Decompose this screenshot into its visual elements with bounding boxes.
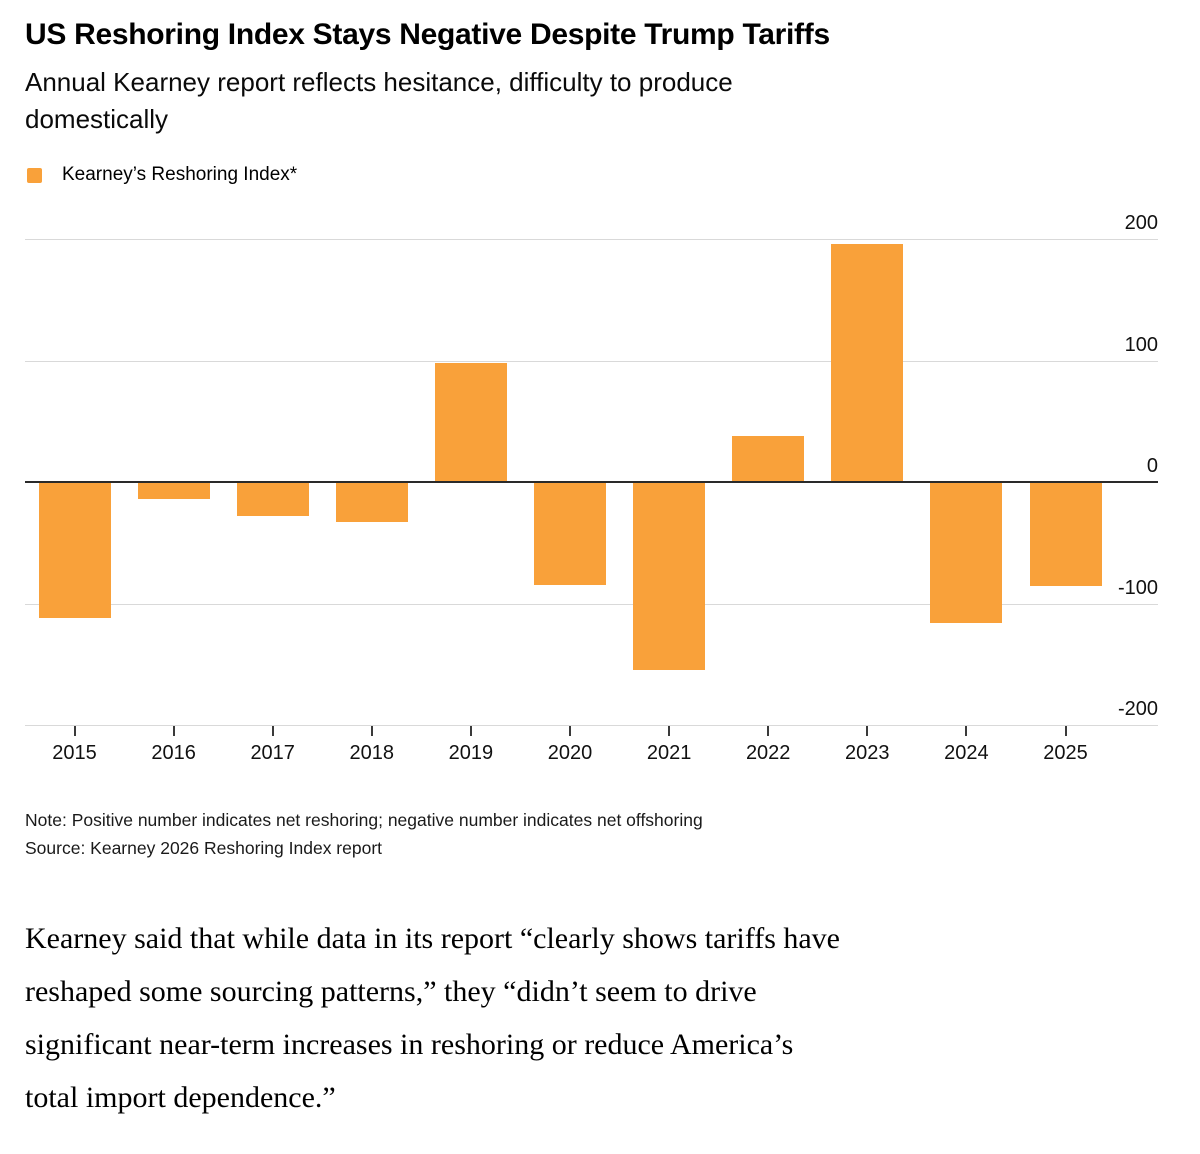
x-axis-tick-2022 [767,726,770,736]
chart-legend: Kearney’s Reshoring Index* [27,164,1175,186]
x-axis-label-2015: 2015 [52,742,97,764]
x-axis-label-2019: 2019 [448,742,494,764]
x-axis-tick-2017 [271,726,274,736]
bar-2017 [236,482,309,517]
y-axis-label--100: -100 [1117,576,1158,599]
zero-baseline [25,481,1158,483]
x-axis-label-2016: 2016 [151,742,196,764]
bar-2016 [137,482,210,499]
x-axis-label-2022: 2022 [745,742,791,764]
x-axis-tick-2015 [73,726,76,736]
bar-2024 [930,482,1003,623]
note-text: Note: Positive number indicates net resh… [25,810,703,830]
x-axis-tick-2024 [965,726,968,736]
bar-2018 [335,482,408,523]
bar-2025 [1029,482,1102,587]
x-axis-label-2018: 2018 [349,742,395,764]
bar-2021 [633,482,706,671]
x-axis-label-2020: 2020 [547,742,593,764]
source-text: Source: Kearney 2026 Reshoring Index rep… [25,838,383,858]
x-axis-label-2017: 2017 [250,742,295,764]
x-axis-tick-2025 [1064,726,1067,736]
x-axis-tick-2021 [668,726,671,736]
x-axis-label-2025: 2025 [1043,742,1088,764]
bar-2020 [534,482,606,586]
article-paragraph: Kearney said that while data in its repo… [25,922,840,1114]
x-axis-tick-2023 [866,726,869,736]
legend-label: Kearney’s Reshoring Index* [62,164,298,185]
y-axis-label-200: 200 [1124,212,1158,234]
y-axis-label--200: -200 [1117,698,1158,720]
gridline [25,725,1158,726]
y-axis-label-0: 0 [1146,455,1158,477]
bar-2023 [831,243,904,482]
bar-chart: 200 100 0 -100 -200 2015 2016 2017 2018 2019 2020 2… [25,208,1158,780]
gridline [25,603,1158,605]
x-axis-label-2024: 2024 [944,742,989,764]
x-axis-tick-2018 [370,726,373,736]
x-axis-label-2021: 2021 [646,742,692,764]
gridline [25,239,1158,240]
x-axis-tick-2019 [469,726,472,736]
gridline [25,360,1158,362]
bar-2019 [434,362,507,482]
x-axis-label-2023: 2023 [845,742,890,764]
chart-footnote: Note: Positive number indicates net resh… [25,806,1175,862]
x-axis-tick-2016 [172,726,175,736]
x-axis-tick-2020 [569,726,571,736]
y-axis-label-100: 100 [1124,333,1158,356]
bar-2022 [732,435,805,482]
legend-swatch-icon [27,167,42,183]
chart-title: US Reshoring Index Stays Negative Despit… [25,18,830,51]
bar-2015 [38,482,111,619]
chart-subtitle: Annual Kearney report reflects hesitance… [25,67,733,134]
